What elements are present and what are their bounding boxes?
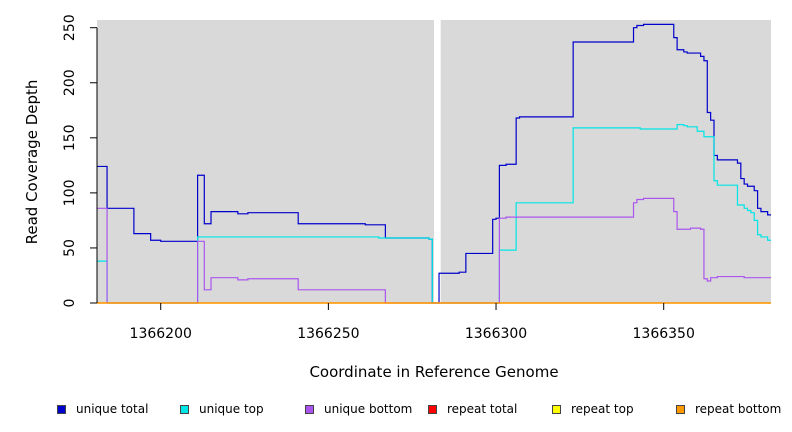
plot-region-left bbox=[97, 20, 434, 303]
x-axis-title: Coordinate in Reference Genome bbox=[309, 363, 558, 381]
series-line-unique-bottom bbox=[97, 197, 771, 304]
axes-layer: 0 50 100 150 200 250 1366200 1366250 1366300 1366… bbox=[62, 14, 695, 342]
y-axis-title: Read Coverage Depth bbox=[23, 80, 41, 245]
legend-item-unique-bottom: unique bottom bbox=[305, 400, 412, 418]
x-tick-label: 1366300 bbox=[465, 326, 527, 342]
legend-item-unique-top: unique top bbox=[180, 400, 264, 418]
legend-label: repeat top bbox=[571, 402, 634, 416]
y-tick-label: 150 bbox=[62, 124, 78, 151]
y-tick-label: 200 bbox=[62, 69, 78, 96]
series-line-unique-top bbox=[97, 124, 771, 304]
legend-item-repeat-top: repeat top bbox=[552, 400, 634, 418]
legend-swatch bbox=[676, 404, 685, 414]
legend-label: unique top bbox=[199, 402, 264, 416]
legend-swatch bbox=[428, 404, 437, 414]
x-tick-label: 1366250 bbox=[297, 326, 359, 342]
legend: unique total unique top unique bottom repea… bbox=[0, 400, 792, 420]
legend-item-repeat-bottom: repeat bottom bbox=[676, 400, 781, 418]
legend-label: unique total bbox=[76, 402, 149, 416]
series-line-unique-total bbox=[97, 23, 771, 304]
y-tick-label: 50 bbox=[62, 239, 78, 257]
y-tick-label: 250 bbox=[62, 14, 78, 41]
legend-swatch bbox=[180, 404, 189, 414]
legend-item-repeat-total: repeat total bbox=[428, 400, 517, 418]
y-tick-label: 0 bbox=[62, 299, 78, 308]
legend-swatch bbox=[552, 404, 561, 414]
x-tick-label: 1366350 bbox=[633, 326, 695, 342]
legend-label: unique bottom bbox=[324, 402, 413, 416]
plot-region-right bbox=[440, 20, 771, 303]
plot-background bbox=[97, 20, 771, 303]
legend-label: repeat total bbox=[447, 402, 518, 416]
legend-label: repeat bottom bbox=[695, 402, 782, 416]
y-tick-label: 100 bbox=[62, 180, 78, 207]
legend-swatch bbox=[305, 404, 314, 414]
legend-swatch bbox=[57, 404, 66, 414]
legend-item-unique-total: unique total bbox=[57, 400, 148, 418]
series-layer bbox=[97, 23, 771, 304]
x-tick-label: 1366200 bbox=[130, 326, 192, 342]
